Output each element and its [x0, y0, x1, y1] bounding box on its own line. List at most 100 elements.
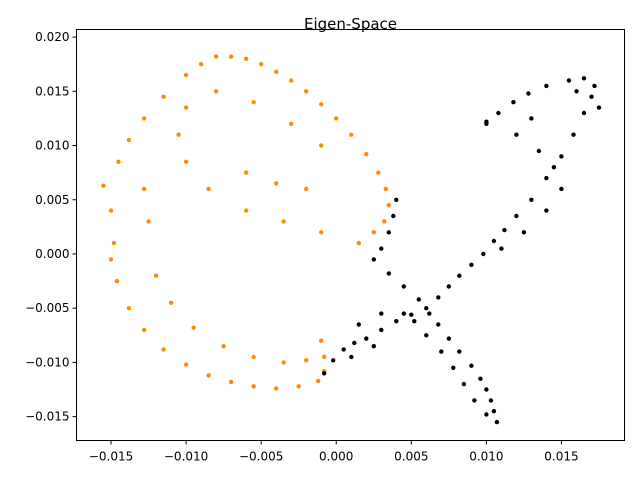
data-point	[469, 262, 474, 267]
data-point	[371, 344, 376, 349]
data-point	[436, 322, 441, 327]
data-point	[108, 208, 114, 213]
data-point	[304, 358, 309, 363]
data-point	[111, 240, 117, 246]
data-point	[319, 230, 324, 235]
data-point	[274, 69, 279, 75]
data-point	[281, 219, 286, 224]
data-point	[296, 384, 301, 389]
data-point	[319, 143, 324, 148]
data-point	[213, 89, 219, 94]
data-point	[281, 360, 286, 365]
y-tick-label: 0.005	[35, 193, 69, 207]
data-point	[228, 379, 234, 385]
data-point	[349, 354, 354, 360]
data-point	[484, 121, 489, 127]
y-tick-label: 0.020	[35, 30, 69, 44]
data-point	[183, 362, 189, 367]
chart-title: Eigen-Space	[304, 15, 397, 33]
data-point	[496, 110, 501, 116]
plot-frame	[76, 29, 625, 441]
x-tick-label: −0.015	[89, 450, 133, 464]
data-point	[499, 246, 504, 251]
data-point	[356, 322, 361, 327]
data-point	[472, 398, 477, 403]
data-point	[484, 412, 489, 417]
data-point	[394, 197, 399, 202]
data-point	[319, 102, 324, 107]
data-point	[331, 358, 336, 363]
data-point	[529, 197, 534, 202]
data-point	[183, 72, 189, 78]
data-point	[371, 257, 376, 262]
data-point	[116, 159, 121, 164]
data-point	[183, 105, 189, 110]
data-point	[191, 325, 196, 330]
data-point	[304, 89, 309, 94]
x-tick-label: −0.005	[239, 450, 283, 464]
data-point	[529, 116, 534, 121]
data-point	[511, 100, 516, 105]
data-point	[141, 327, 147, 333]
data-point	[274, 386, 279, 391]
data-point	[514, 213, 519, 219]
data-point	[101, 183, 106, 188]
data-point	[502, 227, 507, 233]
data-point	[349, 132, 354, 137]
data-point	[469, 363, 474, 368]
data-point	[213, 54, 219, 59]
series-1	[322, 76, 602, 425]
data-point	[126, 137, 132, 143]
data-point	[484, 387, 489, 392]
data-point	[379, 327, 384, 333]
data-point	[457, 349, 462, 354]
data-point	[274, 181, 279, 186]
data-point	[451, 365, 456, 370]
data-point	[176, 132, 181, 137]
data-point	[401, 311, 406, 316]
data-point	[206, 186, 211, 192]
data-point	[259, 61, 264, 67]
data-point	[126, 306, 132, 311]
data-point	[401, 284, 406, 289]
data-point	[352, 340, 357, 346]
data-point	[198, 61, 204, 67]
y-tick-label: −0.005	[25, 301, 69, 315]
data-point	[356, 240, 361, 246]
data-point	[146, 219, 151, 224]
data-point	[521, 230, 527, 235]
data-point	[304, 186, 309, 192]
y-tick-label: −0.015	[25, 410, 69, 424]
y-tick-label: 0.010	[35, 139, 69, 153]
data-point	[394, 319, 399, 324]
data-point	[161, 347, 166, 352]
data-point	[544, 175, 549, 181]
data-point	[251, 384, 256, 389]
data-point	[141, 186, 147, 192]
data-point	[439, 349, 444, 354]
data-point	[559, 186, 564, 192]
x-tick-label: 0.010	[469, 450, 503, 464]
data-point	[592, 83, 597, 89]
data-point	[141, 116, 147, 121]
data-point	[478, 376, 483, 381]
data-point	[108, 257, 114, 262]
data-point	[244, 170, 249, 175]
x-tick-label: 0.000	[319, 450, 353, 464]
data-point	[244, 56, 249, 61]
data-point	[379, 311, 384, 316]
data-point	[481, 251, 486, 257]
data-point	[488, 398, 494, 403]
data-point	[316, 378, 321, 384]
data-point	[494, 419, 500, 425]
data-point	[364, 152, 369, 157]
data-point	[379, 246, 384, 251]
data-point	[161, 94, 166, 99]
x-tick-label: 0.015	[544, 450, 578, 464]
x-axis: −0.015 −0.010 −0.005 0.000 0.005 0.010 0.015	[89, 440, 579, 464]
data-point	[386, 203, 391, 208]
data-point	[183, 159, 189, 164]
data-point	[206, 373, 211, 378]
data-point	[168, 300, 174, 305]
